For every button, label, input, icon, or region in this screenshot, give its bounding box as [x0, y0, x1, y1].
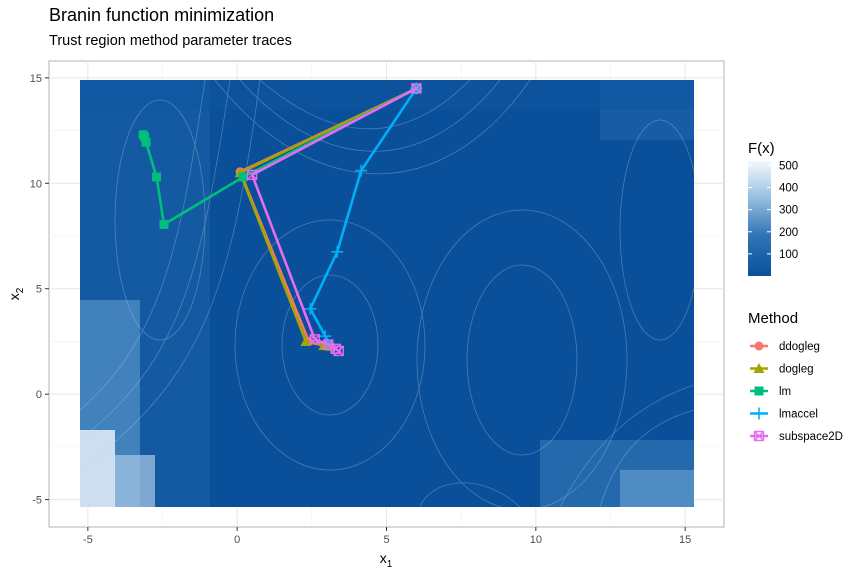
legend-label: lmaccel [779, 409, 818, 421]
legend-label: subspace2D [779, 431, 843, 443]
y-tick-label: 15 [30, 73, 42, 85]
method-legend-title: Method [748, 310, 798, 327]
traces [138, 82, 423, 357]
y-tick-label: 10 [30, 178, 42, 190]
y-tick-label: 0 [36, 389, 42, 401]
x-tick-label: -5 [83, 534, 93, 546]
legend-item-subspace2D: subspace2D [750, 430, 843, 443]
y-axis-title: x2 [6, 287, 26, 300]
trace-point-lm [159, 219, 169, 229]
legend-label: lm [779, 386, 791, 398]
legend-item-lm: lm [750, 386, 791, 398]
trace-point-subspace2D [309, 334, 321, 345]
fill-legend-colorbar [748, 161, 771, 276]
fill-tick-label: 300 [779, 205, 798, 217]
fill-legend-ticks: 100 200 300 400 500 [748, 160, 798, 261]
chart-subtitle: Trust region method parameter traces [49, 33, 292, 49]
legend-label: ddogleg [779, 341, 820, 353]
trace-point-subspace2D [246, 169, 258, 181]
trace-point-lmaccel [355, 164, 368, 177]
trace-point-lm [141, 137, 151, 147]
legend-item-ddogleg: ddogleg [750, 341, 820, 353]
fill-tick-label: 200 [779, 227, 798, 239]
x-axis-title: x1 [380, 550, 393, 570]
fill-tick-label: 400 [779, 183, 798, 195]
legend-key-marker [753, 407, 765, 420]
legend-key-marker [754, 386, 764, 396]
legend-label: dogleg [779, 364, 814, 376]
axes: -5 0 5 10 15 -5 0 5 10 15 [30, 73, 692, 546]
legend-key-marker [753, 363, 765, 373]
trace-point-lmaccel [331, 245, 344, 258]
x-tick-label: 0 [234, 534, 240, 546]
heatmap-surface [80, 80, 694, 507]
y-tick-label: 5 [36, 284, 42, 296]
trace-point-subspace2D [333, 345, 344, 357]
trace-point-lmaccel [304, 302, 317, 315]
trace-line-lmaccel [309, 87, 418, 347]
trace-point-lm [238, 172, 248, 182]
x-tick-label: 5 [383, 534, 389, 546]
fill-tick-label: 100 [779, 249, 798, 261]
y-tick-label: -5 [32, 495, 42, 507]
x-tick-label: 10 [530, 534, 542, 546]
trace-point-dogleg [300, 335, 312, 346]
method-legend: ddogleg dogleg lm lmaccel subspace2D [750, 341, 843, 443]
chart-title: Branin function minimization [49, 5, 275, 25]
fill-tick-label: 500 [779, 160, 798, 172]
x-tick-label: 15 [679, 534, 691, 546]
legend-item-lmaccel: lmaccel [750, 407, 818, 421]
trace-subspace2D [246, 83, 422, 357]
fill-legend-title: F(x) [748, 140, 775, 157]
trace-point-subspace2D [411, 83, 422, 94]
trace-point-lm [152, 172, 162, 182]
trace-point-lm [138, 130, 148, 140]
legend-item-dogleg: dogleg [750, 363, 814, 376]
legend-key-marker [754, 341, 764, 351]
legend-key-marker [753, 430, 765, 442]
